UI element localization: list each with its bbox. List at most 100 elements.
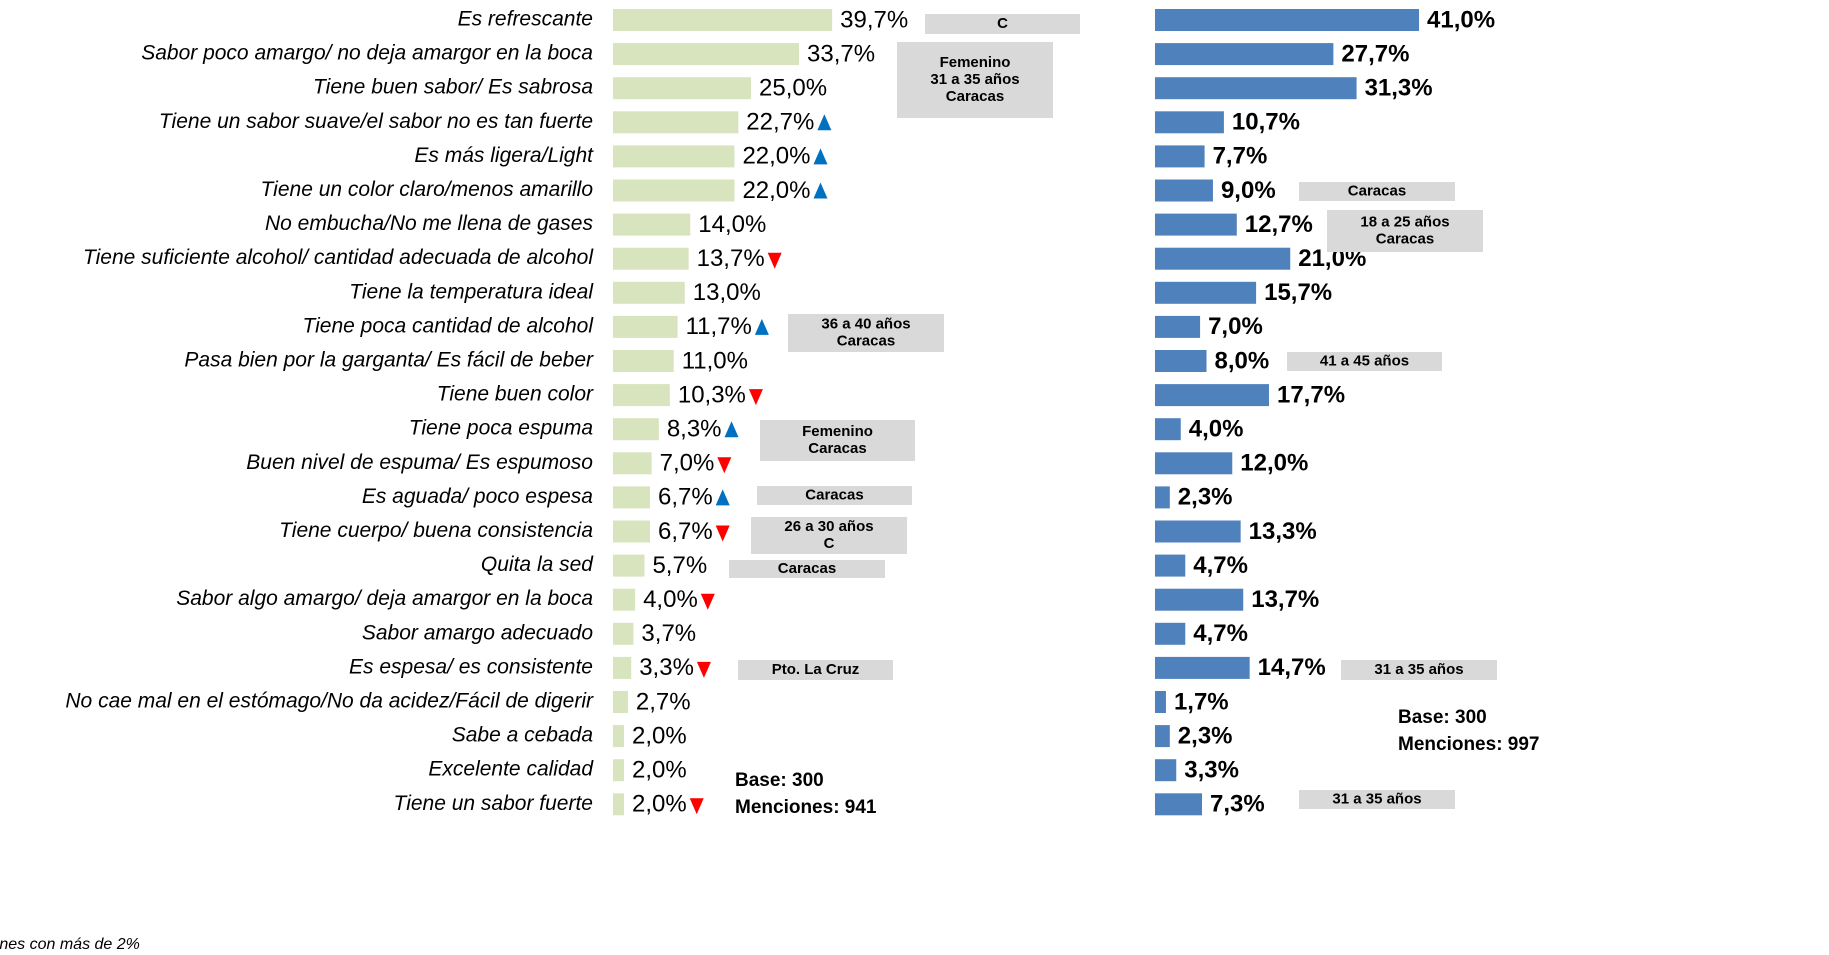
footnote: nciones con más de 2%	[0, 936, 140, 953]
bar	[613, 759, 625, 782]
annotation-text: Caracas	[805, 486, 863, 503]
annotation-box	[925, 14, 1080, 34]
significance-arrow	[767, 252, 782, 269]
category-label: Es aguada/ poco espesa	[362, 485, 593, 508]
value-label: 4,7%	[1193, 620, 1248, 647]
annotation-box	[738, 660, 893, 680]
value-label: 8,3%	[667, 416, 722, 443]
bar	[1155, 247, 1291, 270]
significance-arrow	[754, 318, 769, 335]
bar	[613, 452, 652, 475]
bar	[613, 520, 650, 543]
annotation-box	[1341, 660, 1497, 680]
bar	[613, 350, 674, 372]
annotation-box	[751, 517, 907, 554]
bar	[1155, 111, 1224, 134]
annotation-text: Caracas	[1376, 230, 1434, 247]
bar	[613, 179, 735, 202]
value-label: 11,0%	[682, 347, 748, 374]
bar	[613, 9, 833, 31]
annotation-box	[1299, 182, 1455, 201]
category-label: No embucha/No me llena de gases	[265, 212, 594, 235]
value-label: 5,7%	[652, 552, 707, 579]
bar	[1155, 384, 1269, 407]
bar	[1155, 418, 1181, 441]
bar	[1155, 315, 1201, 338]
category-label: No cae mal en el estómago/No da acidez/F…	[65, 690, 594, 713]
value-label: 2,0%	[632, 791, 687, 818]
significance-arrow	[700, 593, 715, 610]
bar	[1155, 793, 1203, 816]
bar	[1155, 725, 1170, 748]
bar	[1155, 179, 1213, 202]
bar	[613, 725, 625, 748]
value-label: 10,3%	[678, 381, 746, 408]
base-note: Menciones: 997	[1398, 734, 1540, 755]
bar	[613, 213, 691, 236]
value-label: 22,0%	[742, 143, 810, 170]
bar	[613, 111, 739, 134]
bar	[1155, 622, 1186, 645]
bar	[613, 315, 678, 338]
significance-arrow	[813, 148, 828, 165]
value-label: 11,7%	[686, 313, 752, 340]
annotation-text: Femenino	[940, 54, 1011, 71]
significance-arrow	[715, 489, 730, 506]
value-label: 13,7%	[1251, 586, 1319, 613]
annotation-text: C	[997, 15, 1008, 32]
significance-arrow	[696, 661, 711, 678]
value-label: 27,7%	[1341, 40, 1409, 67]
category-label: Tiene suficiente alcohol/ cantidad adecu…	[83, 246, 594, 269]
value-label: 6,7%	[658, 484, 713, 511]
category-label: Es refrescante	[458, 8, 593, 31]
annotation-text: Femenino	[802, 423, 873, 440]
bar	[1155, 588, 1244, 611]
annotation-text: Caracas	[1348, 182, 1406, 199]
value-label: 7,7%	[1213, 143, 1268, 170]
bar	[1155, 213, 1237, 236]
value-label: 2,0%	[632, 757, 687, 784]
category-label: Pasa bien por la garganta/ Es fácil de b…	[184, 349, 594, 372]
category-label: Es más ligera/Light	[414, 144, 594, 167]
annotation-box	[897, 42, 1053, 118]
value-label: 13,3%	[1249, 518, 1317, 545]
annotation-text: 31 a 35 años	[930, 71, 1019, 88]
bar	[613, 384, 670, 407]
bar	[1155, 350, 1207, 372]
value-label: 15,7%	[1264, 279, 1332, 306]
value-label: 1,7%	[1174, 688, 1229, 715]
significance-arrow	[689, 798, 704, 815]
value-label: 22,7%	[746, 109, 814, 136]
value-label: 4,0%	[1189, 416, 1244, 443]
category-label: Tiene cuerpo/ buena consistencia	[279, 519, 593, 542]
value-label: 41,0%	[1427, 6, 1495, 33]
bar	[1155, 520, 1241, 543]
value-label: 22,0%	[742, 177, 810, 204]
base-note: Menciones: 941	[735, 797, 877, 818]
bar	[613, 656, 632, 679]
annotation-text: Pto. La Cruz	[772, 661, 860, 678]
value-label: 33,7%	[807, 40, 875, 67]
bar	[613, 145, 735, 168]
base-note: Base: 300	[1398, 707, 1487, 728]
annotation-box	[788, 314, 944, 352]
bar	[1155, 759, 1177, 782]
annotation-text: Caracas	[946, 88, 1004, 105]
value-label: 14,0%	[698, 211, 766, 238]
category-label: Tiene poca espuma	[409, 417, 593, 440]
category-label: Sabor poco amargo/ no deja amargor en la…	[141, 42, 593, 65]
category-label: Tiene buen color	[437, 383, 594, 406]
annotation-text: Caracas	[778, 560, 836, 577]
bar	[1155, 486, 1170, 509]
value-label: 2,3%	[1178, 484, 1233, 511]
base-note: Base: 300	[735, 770, 824, 791]
category-label: Buen nivel de espuma/ Es espumoso	[246, 451, 593, 474]
annotation-box	[1287, 352, 1442, 371]
value-label: 2,0%	[632, 722, 687, 749]
value-label: 4,7%	[1193, 552, 1248, 579]
category-label: Excelente calidad	[428, 758, 594, 781]
value-label: 17,7%	[1277, 381, 1345, 408]
annotation-box	[1327, 210, 1483, 252]
bar	[613, 281, 685, 304]
value-label: 4,0%	[643, 586, 698, 613]
